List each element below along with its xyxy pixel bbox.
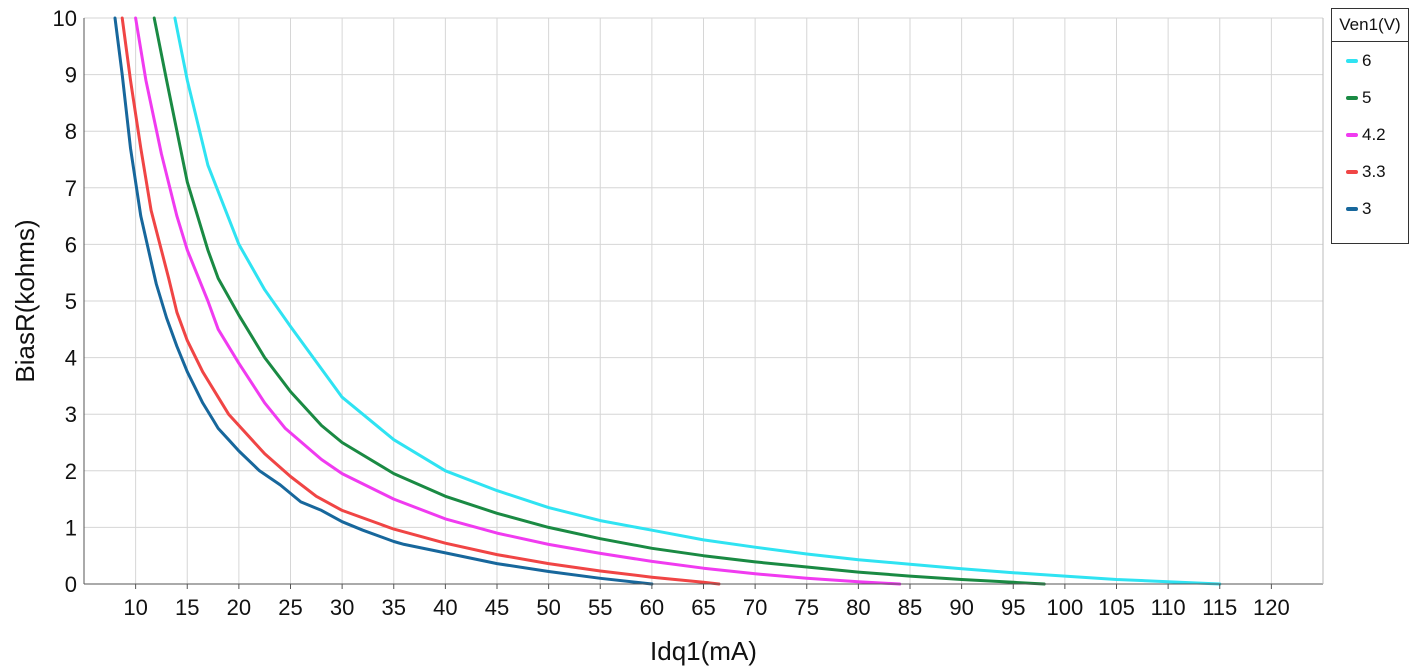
x-tick-label: 35 xyxy=(382,595,406,620)
x-tick-label: 65 xyxy=(691,595,715,620)
legend-item: 4.2 xyxy=(1332,116,1408,153)
legend-swatch xyxy=(1346,95,1358,100)
series-line-5 xyxy=(152,16,1046,586)
x-tick-label: 25 xyxy=(278,595,302,620)
y-tick-label: 10 xyxy=(53,6,77,31)
y-tick-label: 0 xyxy=(65,572,77,597)
legend-item: 3 xyxy=(1332,190,1408,227)
y-tick-label: 7 xyxy=(65,176,77,201)
legend-label: 3.3 xyxy=(1362,161,1386,181)
x-tick-label: 20 xyxy=(227,595,251,620)
legend-item: 3.3 xyxy=(1332,153,1408,190)
grid xyxy=(84,17,1323,585)
x-tick-label: 55 xyxy=(588,595,612,620)
x-tick-label: 80 xyxy=(846,595,870,620)
y-tick-label: 5 xyxy=(65,289,77,314)
y-tick-label: 8 xyxy=(65,119,77,144)
series-line-3.3 xyxy=(120,16,721,586)
axes xyxy=(83,18,1324,589)
x-tick-label: 95 xyxy=(1001,595,1025,620)
legend-swatch xyxy=(1346,132,1358,137)
series-line-4.2 xyxy=(134,16,902,586)
legend-swatch xyxy=(1346,169,1358,174)
y-axis-title: BiasR(kohms) xyxy=(10,219,40,382)
y-tick-label: 3 xyxy=(65,402,77,427)
x-tick-label: 70 xyxy=(743,595,767,620)
legend: Ven1(V) 6 5 4.2 3.3 3 xyxy=(1331,8,1409,244)
legend-swatch xyxy=(1346,58,1358,63)
y-tick-label: 6 xyxy=(65,232,77,257)
legend-item: 6 xyxy=(1332,42,1408,79)
legend-item: 5 xyxy=(1332,79,1408,116)
series-line-3 xyxy=(113,16,654,586)
series-line-6 xyxy=(173,16,1222,586)
x-tick-label: 115 xyxy=(1202,595,1237,620)
x-tick-label: 60 xyxy=(640,595,664,620)
y-tick-label: 1 xyxy=(65,515,77,540)
legend-label: 4.2 xyxy=(1362,124,1386,144)
x-tick-label: 50 xyxy=(536,595,560,620)
y-tick-label: 4 xyxy=(65,346,77,371)
legend-label: 5 xyxy=(1362,87,1372,107)
y-tick-label: 2 xyxy=(65,459,77,484)
x-tick-label: 10 xyxy=(123,595,147,620)
x-tick-label: 90 xyxy=(949,595,973,620)
x-axis-title: Idq1(mA) xyxy=(650,636,757,666)
legend-label: 3 xyxy=(1362,198,1372,218)
x-tick-label: 105 xyxy=(1098,595,1135,620)
x-tick-label: 40 xyxy=(433,595,457,620)
x-tick-label: 110 xyxy=(1151,595,1186,620)
x-tick-label: 45 xyxy=(485,595,509,620)
x-tick-label: 30 xyxy=(330,595,354,620)
x-tick-label: 75 xyxy=(795,595,819,620)
tick-labels: 10 15 20 25 30 35 40 45 50 55 60 65 70 75 80 85 90 95 100 1… xyxy=(53,6,1290,620)
x-tick-label: 15 xyxy=(175,595,199,620)
x-tick-label: 85 xyxy=(898,595,922,620)
legend-label: 6 xyxy=(1362,50,1372,70)
x-tick-label: 120 xyxy=(1253,595,1290,620)
y-tick-label: 9 xyxy=(65,63,77,88)
legend-title: Ven1(V) xyxy=(1332,9,1408,42)
legend-items: 6 5 4.2 3.3 3 xyxy=(1332,42,1408,227)
x-tick-label: 100 xyxy=(1047,595,1084,620)
series-lines xyxy=(113,16,1222,586)
legend-swatch xyxy=(1346,206,1358,211)
